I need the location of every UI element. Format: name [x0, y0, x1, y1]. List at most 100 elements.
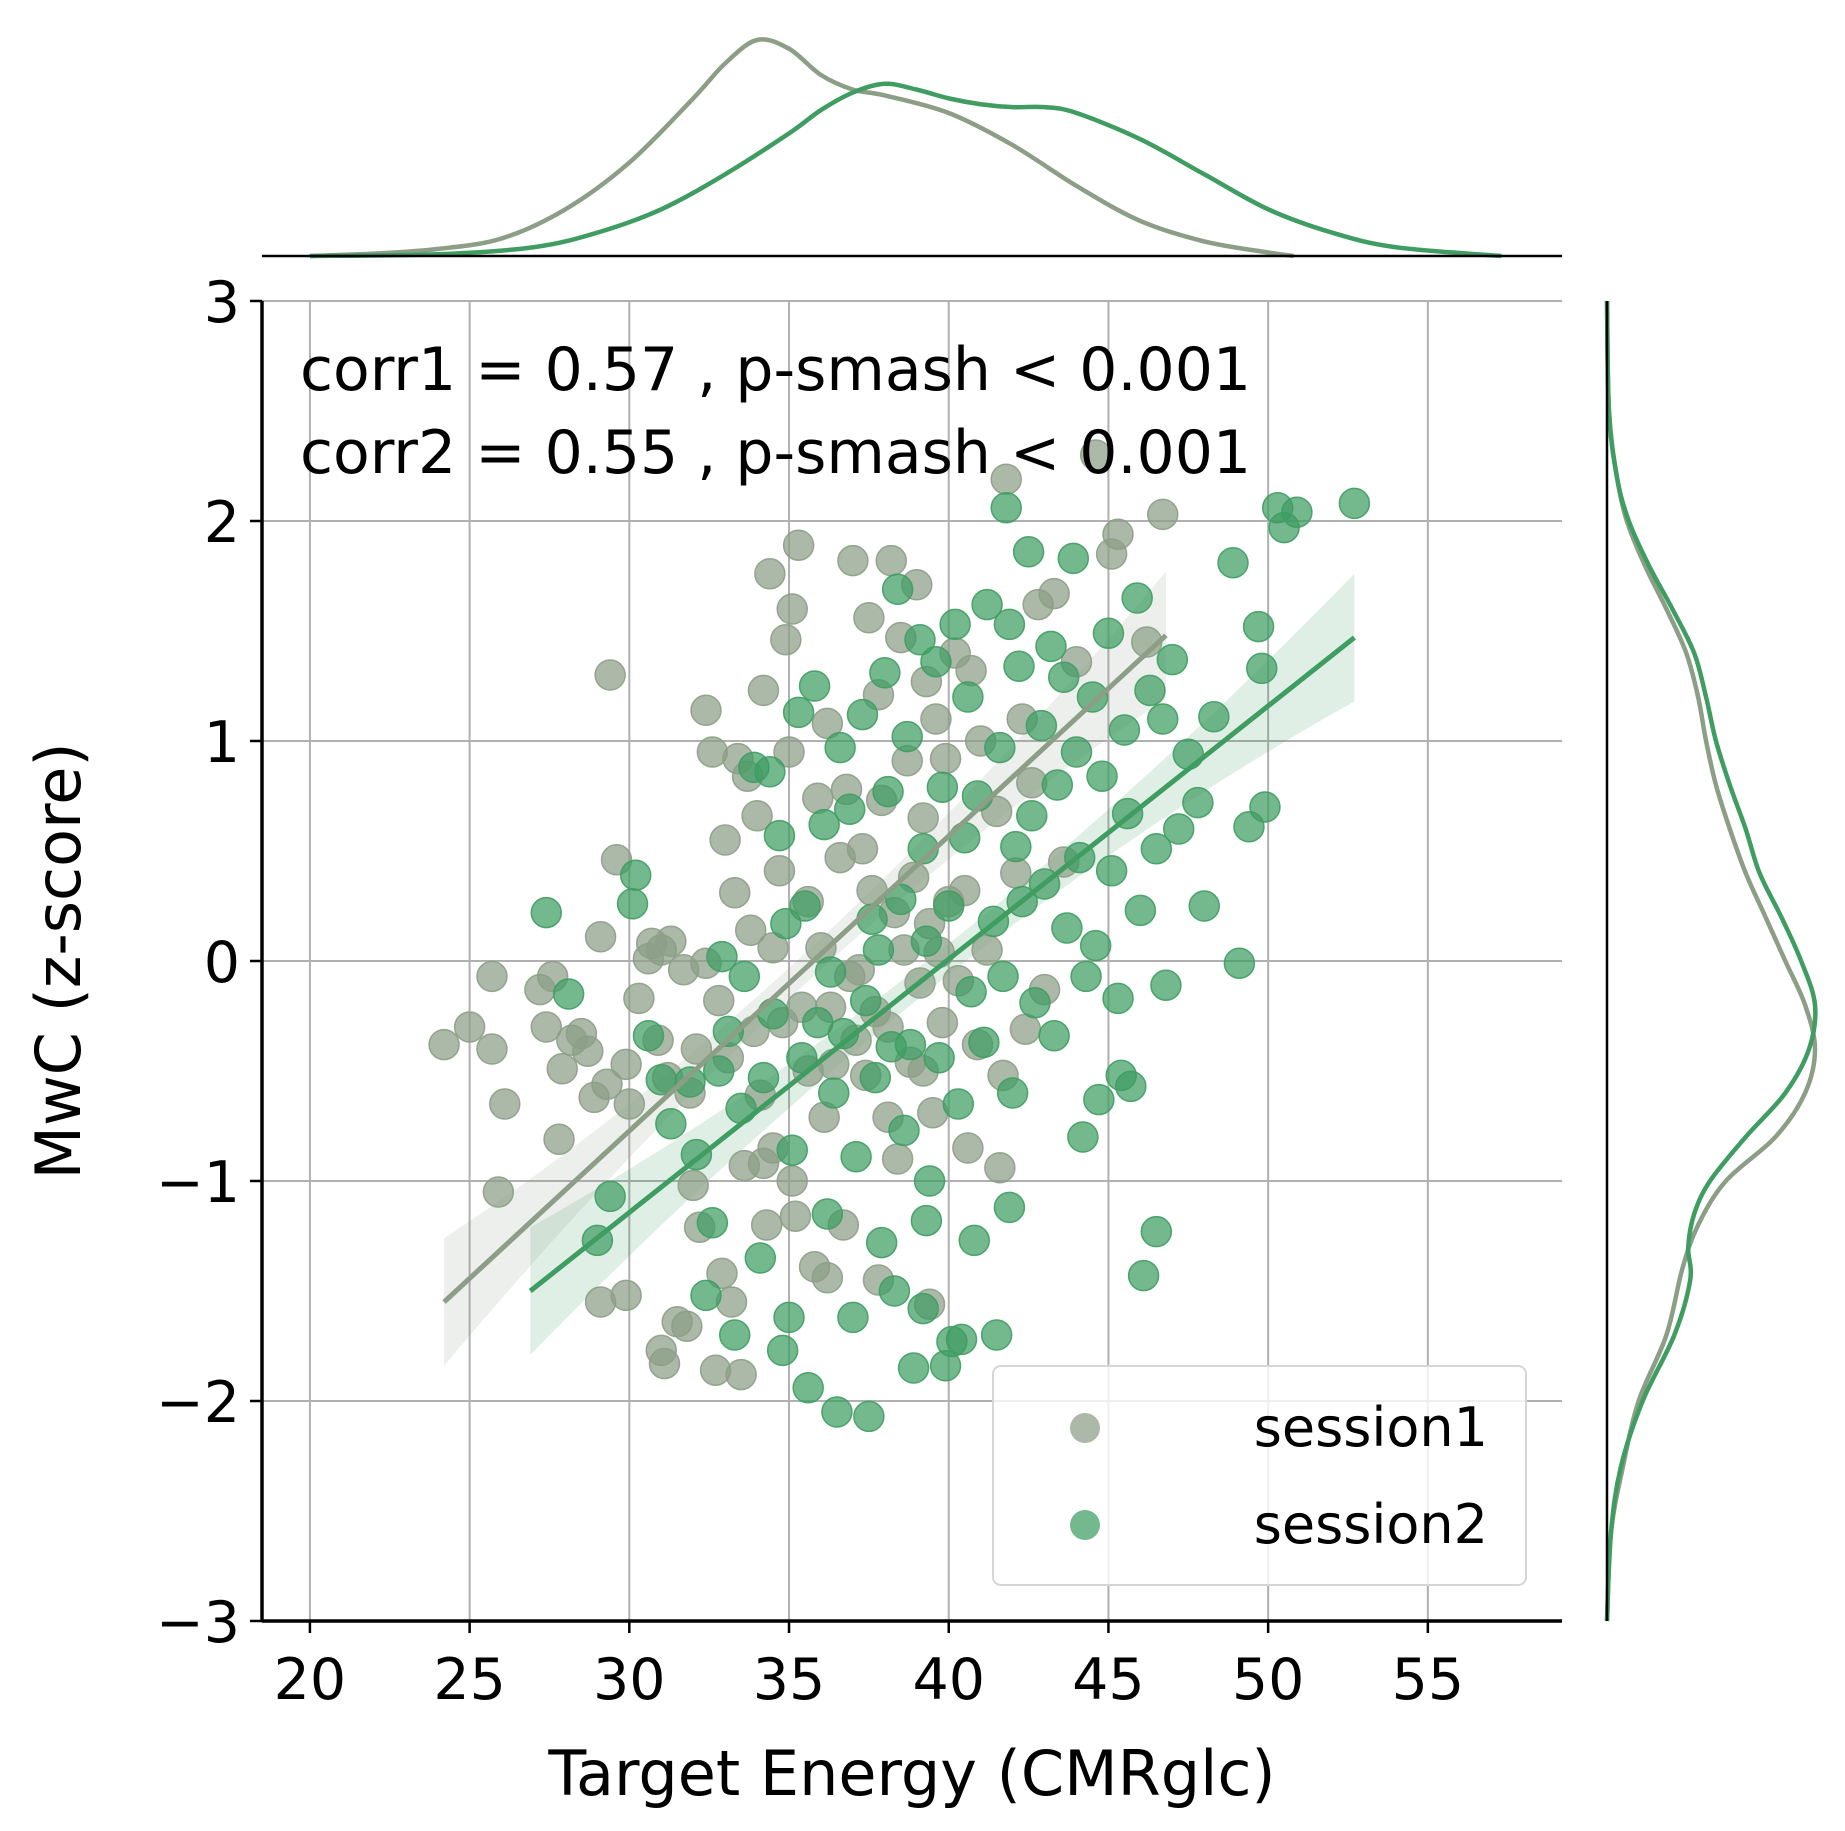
- legend-marker-session2: [1070, 1510, 1100, 1540]
- y-tick-label: −1: [156, 1150, 240, 1216]
- point-session2: [837, 1301, 869, 1334]
- point-session2: [888, 1114, 920, 1147]
- point-session2: [1070, 960, 1102, 993]
- point-session2: [926, 771, 959, 803]
- point-session2: [885, 883, 917, 916]
- y-ticks: 3 2 1 0 −1 −2 −3: [156, 270, 262, 1656]
- y-tick-label: −3: [156, 1590, 240, 1656]
- point-session2: [1019, 987, 1051, 1019]
- point-session2: [1105, 1059, 1137, 1092]
- point-session2: [1338, 487, 1371, 520]
- point-session2: [821, 1396, 853, 1428]
- point-session2: [987, 960, 1019, 993]
- point-session1: [453, 1011, 486, 1043]
- legend: session1 session2: [992, 1365, 1527, 1586]
- point-session1: [754, 558, 786, 590]
- point-session2: [1281, 496, 1313, 528]
- point-session1: [773, 736, 805, 768]
- point-session2: [1086, 760, 1118, 792]
- point-session1: [718, 877, 751, 909]
- point-session1: [476, 960, 508, 993]
- point-session1: [811, 1262, 844, 1294]
- point-session1: [703, 984, 735, 1017]
- scatter-points: [428, 439, 1371, 1433]
- y-axis-label: MwC (z-score): [22, 742, 95, 1179]
- point-session1: [929, 742, 962, 775]
- point-session1: [591, 1068, 623, 1100]
- point-session1: [1146, 498, 1179, 531]
- point-session2: [1217, 547, 1249, 579]
- x-tick-label: 25: [433, 1647, 506, 1713]
- point-session2: [993, 1191, 1026, 1224]
- point-session2: [894, 1028, 927, 1061]
- point-session2: [948, 822, 981, 854]
- point-session1: [706, 1257, 738, 1290]
- point-session2: [1146, 703, 1179, 735]
- point-session2: [696, 1207, 729, 1239]
- point-session2: [1172, 738, 1205, 770]
- point-session1: [1038, 577, 1070, 610]
- annotation-corr2: corr2 = 0.55 , p-smash < 0.001: [300, 418, 1251, 488]
- point-session2: [952, 681, 984, 713]
- point-session2: [1140, 1215, 1173, 1248]
- point-session1: [853, 602, 885, 634]
- point-session2: [1188, 890, 1221, 922]
- x-tick-label: 35: [753, 1647, 826, 1713]
- point-session2: [1156, 643, 1189, 676]
- point-session2: [1041, 769, 1074, 801]
- point-session1: [572, 1035, 604, 1067]
- kde-top-session1: [309, 37, 1295, 259]
- point-session2: [789, 890, 821, 922]
- y-tick-label: 1: [204, 710, 240, 776]
- kde-top-session2: [309, 81, 1502, 259]
- point-session1: [837, 544, 869, 577]
- point-session2: [849, 984, 882, 1017]
- point-session2: [747, 1061, 780, 1094]
- point-session2: [811, 1198, 844, 1230]
- point-session2: [594, 1180, 626, 1213]
- point-session2: [1095, 855, 1128, 887]
- point-session2: [690, 1279, 722, 1312]
- point-session2: [1150, 969, 1182, 1001]
- point-session2: [718, 1319, 751, 1351]
- point-session2: [1067, 1121, 1099, 1153]
- y-tick-label: 3: [204, 270, 240, 336]
- point-session2: [840, 1141, 872, 1173]
- point-session2: [530, 896, 563, 929]
- point-session2: [824, 731, 856, 764]
- point-session2: [1134, 674, 1166, 707]
- point-session1: [677, 1169, 709, 1202]
- point-session2: [817, 1077, 850, 1109]
- kde-right-session2: [1604, 300, 1818, 1622]
- point-session1: [734, 914, 767, 946]
- point-session1: [750, 1209, 783, 1241]
- point-session1: [613, 1088, 646, 1120]
- point-session2: [725, 1092, 757, 1125]
- x-tick-label: 55: [1392, 1647, 1465, 1713]
- point-session2: [971, 588, 1003, 621]
- point-session2: [1249, 791, 1281, 823]
- legend-label-session1: session1: [1254, 1396, 1488, 1459]
- point-session1: [846, 833, 879, 865]
- point-session2: [655, 1108, 687, 1140]
- point-session2: [798, 670, 831, 702]
- point-session1: [489, 1088, 521, 1120]
- point-session2: [881, 573, 914, 605]
- regression-line-session1: [442, 633, 1168, 1304]
- point-session1: [610, 1048, 642, 1081]
- point-session2: [792, 1372, 824, 1404]
- point-session2: [910, 925, 943, 957]
- point-session2: [872, 775, 904, 808]
- point-session2: [674, 1066, 706, 1098]
- point-session1: [543, 1123, 575, 1155]
- x-tick-label: 45: [1072, 1647, 1145, 1713]
- point-session2: [766, 1334, 799, 1367]
- point-session2: [968, 1026, 1000, 1059]
- x-tick-label: 30: [593, 1647, 666, 1713]
- point-session1: [802, 782, 834, 814]
- point-session1: [920, 703, 952, 735]
- point-session2: [1016, 800, 1048, 832]
- x-tick-label: 50: [1232, 1647, 1305, 1713]
- point-session2: [1047, 661, 1080, 693]
